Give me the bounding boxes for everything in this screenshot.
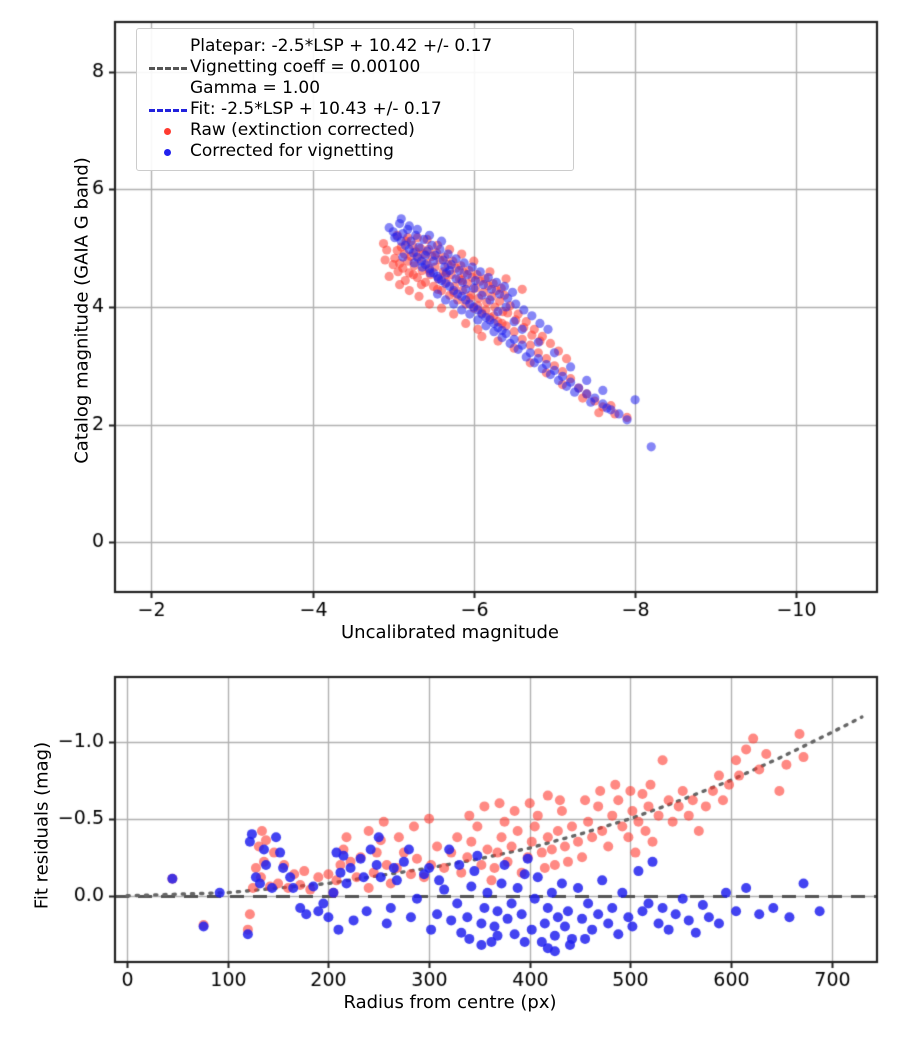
legend-item[interactable]: Raw (extinction corrected): [146, 120, 564, 141]
legend-item-label: Platepar: -2.5*LSP + 10.42 +/- 0.17: [190, 36, 493, 56]
legend-item-label: Corrected for vignetting: [190, 141, 394, 161]
legend: Platepar: -2.5*LSP + 10.42 +/- 0.17 Vigne…: [136, 28, 574, 171]
legend-item-label: Gamma = 1.00: [190, 78, 321, 98]
legend-item[interactable]: Fit: -2.5*LSP + 10.43 +/- 0.17: [146, 99, 564, 120]
grey-dashed-line-icon: [146, 58, 190, 78]
top-plot-x-axis-label: Uncalibrated magnitude: [340, 622, 559, 643]
legend-item[interactable]: Platepar: -2.5*LSP + 10.42 +/- 0.17: [146, 36, 564, 57]
legend-item[interactable]: Vignetting coeff = 0.00100: [146, 57, 564, 78]
legend-item-label: Raw (extinction corrected): [190, 120, 415, 140]
legend-item-label: Fit: -2.5*LSP + 10.43 +/- 0.17: [190, 99, 442, 119]
bottom-plot-x-axis-label: Radius from centre (px): [343, 992, 557, 1013]
blue-dot-marker-icon: [146, 142, 190, 162]
top-plot-y-axis-label: Catalog magnitude (GAIA G band): [71, 157, 93, 464]
blue-dashed-line-icon: [146, 100, 190, 120]
legend-item[interactable]: Corrected for vignetting: [146, 141, 564, 162]
bottom-plot-y-axis-label: Fit residuals (mag): [31, 741, 53, 910]
legend-item[interactable]: Gamma = 1.00: [146, 78, 564, 99]
legend-item-label: Vignetting coeff = 0.00100: [190, 57, 421, 77]
red-dot-marker-icon: [146, 121, 190, 141]
legend-marker-blank: [146, 79, 190, 99]
legend-marker-blank: [146, 37, 190, 57]
